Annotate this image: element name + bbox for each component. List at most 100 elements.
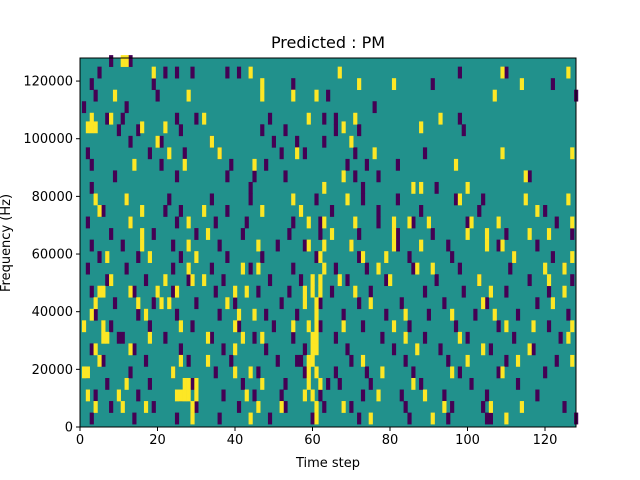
heatmap-cell-low (136, 124, 141, 137)
heatmap-cell-low (221, 343, 226, 356)
heatmap-cell-low (364, 158, 369, 171)
heatmap-cell-low (570, 274, 575, 287)
heatmap-background (80, 58, 576, 427)
heatmap-cell-high (368, 412, 373, 425)
heatmap-cell-low (364, 366, 369, 379)
heatmap-cell-high (318, 251, 323, 263)
heatmap-cell-high (310, 285, 315, 298)
heatmap-cell-low (217, 239, 222, 252)
heatmap-cell-high (202, 205, 207, 217)
heatmap-cell-high (566, 66, 571, 79)
heatmap-cell-high (512, 251, 517, 263)
heatmap-cell-high (256, 239, 261, 252)
heatmap-cell-high (403, 331, 408, 344)
heatmap-cell-high (360, 354, 366, 367)
heatmap-cell-high (570, 147, 575, 160)
heatmap-cell-high (178, 354, 183, 367)
heatmap-cell-low (535, 297, 540, 310)
heatmap-cell-low (384, 308, 389, 321)
heatmap-cell-high (85, 366, 90, 379)
heatmap-cell-low (109, 228, 114, 240)
heatmap-cell-low (546, 320, 552, 333)
y-axis-label: Frequency (Hz) (0, 194, 14, 292)
heatmap-cell-high (322, 239, 327, 252)
heatmap-cell-low (465, 331, 470, 344)
heatmap-cell-low (151, 297, 156, 310)
heatmap-cell-high (101, 320, 106, 333)
heatmap-cell-high (291, 89, 296, 102)
heatmap-cell-low (236, 66, 242, 79)
heatmap-cell-low (531, 343, 536, 356)
heatmap-cell-low (318, 297, 323, 310)
heatmap-cell-high (403, 308, 408, 321)
heatmap-cell-high (519, 401, 524, 413)
heatmap-cell-low (93, 89, 98, 102)
heatmap-cell-high (202, 274, 207, 287)
heatmap-cell-low (136, 251, 141, 263)
heatmap-cell-high (163, 121, 168, 134)
heatmap-cell-low (326, 89, 331, 102)
heatmap-cell-low (504, 66, 509, 79)
x-tick-label: 80 (382, 433, 399, 448)
x-tick-label: 100 (455, 433, 480, 448)
heatmap-cell-high (465, 228, 470, 240)
heatmap-cell-high (248, 66, 253, 79)
heatmap-cell-high (345, 193, 350, 206)
heatmap-cell-high (314, 343, 319, 356)
heatmap-cell-low (136, 308, 141, 321)
heatmap-cell-low (302, 343, 307, 356)
heatmap-cell-high (329, 228, 335, 240)
heatmap-cell-high (140, 239, 145, 252)
heatmap-cell-high (306, 320, 311, 333)
heatmap-cell-high (477, 274, 482, 287)
heatmap-cell-low (333, 112, 338, 125)
heatmap-cell-high (260, 377, 265, 390)
heatmap-cell-low (116, 124, 121, 137)
heatmap-cell-low (171, 239, 176, 252)
heatmap-cell-low (128, 366, 133, 379)
heatmap-cell-high (128, 285, 133, 298)
heatmap-cell-high (124, 377, 129, 390)
heatmap-cell-high (186, 389, 191, 402)
heatmap-cell-high (302, 285, 307, 298)
heatmap-cell-low (120, 239, 125, 252)
heatmap-cell-high (120, 55, 125, 67)
heatmap-cell-high (178, 389, 183, 402)
heatmap-cell-high (314, 297, 319, 310)
heatmap-cell-low (264, 343, 269, 356)
heatmap-cell-low (481, 401, 486, 413)
heatmap-cell-high (360, 251, 366, 263)
heatmap-cell-high (337, 274, 342, 287)
heatmap-cell-low (132, 412, 137, 425)
heatmap-cell-low (508, 262, 513, 275)
heatmap-cell-low (399, 389, 404, 402)
heatmap-cell-low (85, 216, 90, 229)
heatmap-cell-low (128, 55, 133, 67)
heatmap-cell-low (163, 205, 168, 217)
heatmap-cell-low (240, 228, 245, 240)
y-tick-label: 100000 (23, 132, 73, 147)
heatmap-cell-low (426, 308, 431, 321)
heatmap-cell-low (124, 101, 129, 114)
chart-title: Predicted : PM (271, 33, 385, 52)
heatmap-cell-low (85, 262, 90, 275)
heatmap-cell-low (407, 251, 412, 263)
heatmap-cell-high (566, 193, 571, 206)
heatmap-cell-low (147, 320, 152, 333)
heatmap-cell-low (252, 331, 257, 344)
heatmap-cell-low (496, 239, 501, 252)
heatmap-cell-high (248, 366, 253, 379)
heatmap-cell-high (143, 308, 149, 321)
heatmap-cell-low (527, 274, 532, 287)
heatmap-cell-low (318, 228, 323, 240)
heatmap-cell-high (291, 193, 296, 206)
heatmap-cell-high (504, 412, 509, 425)
heatmap-cell-low (116, 331, 121, 344)
heatmap-cell-high (256, 401, 261, 413)
heatmap-cell-low (85, 147, 90, 160)
heatmap-cell-low (515, 308, 521, 321)
heatmap-cell-high (322, 262, 327, 275)
heatmap-cell-low (484, 297, 490, 310)
heatmap-cell-low (155, 89, 160, 102)
heatmap-cell-high (419, 181, 424, 194)
